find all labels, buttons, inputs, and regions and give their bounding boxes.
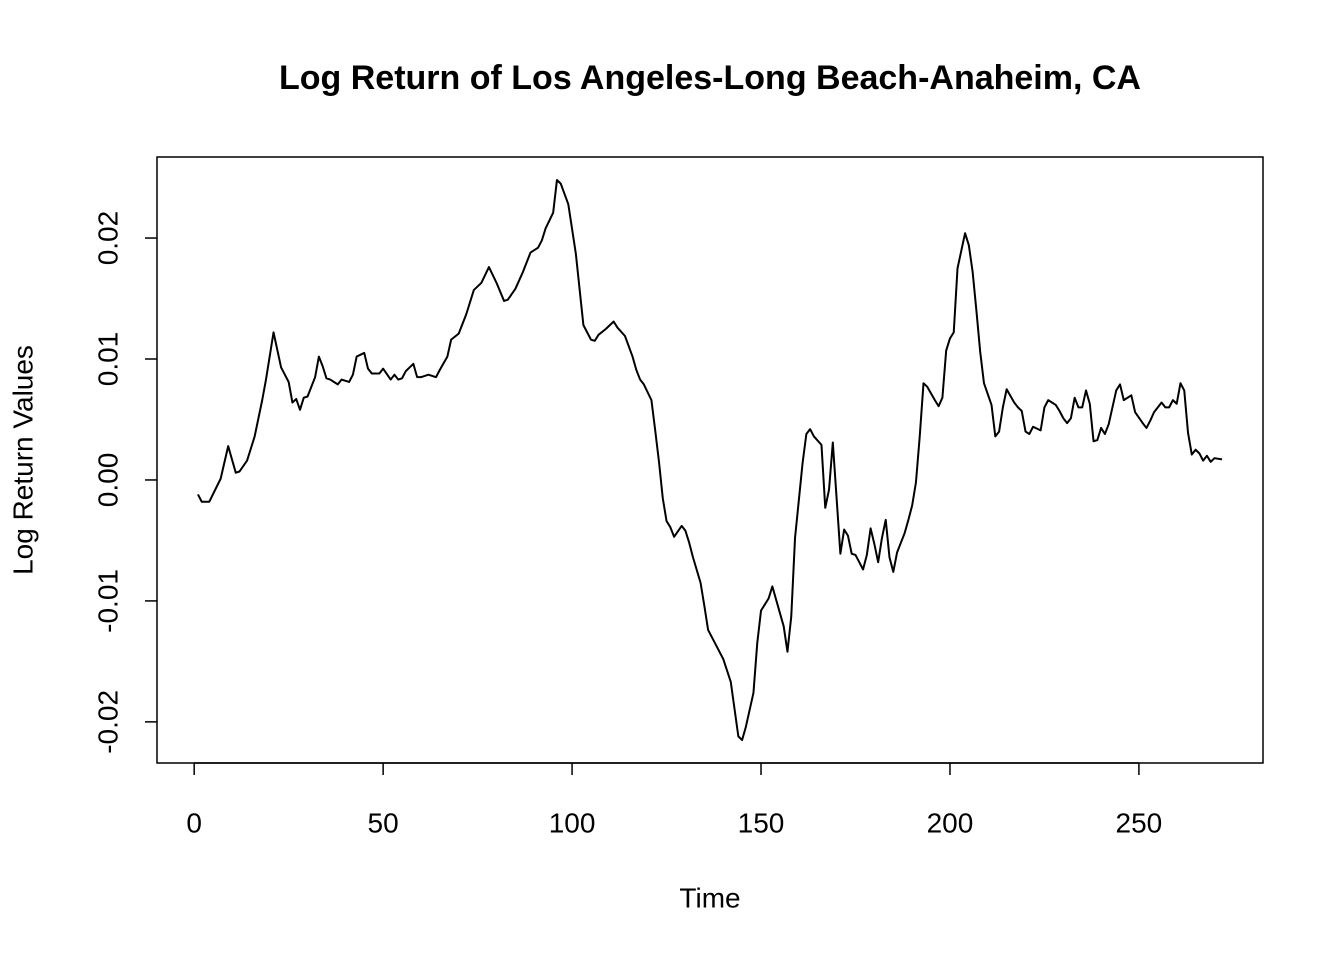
y-tick-label: -0.01 bbox=[92, 569, 123, 633]
x-tick-label: 100 bbox=[549, 807, 596, 838]
y-axis-label: Log Return Values bbox=[7, 345, 38, 575]
x-tick-label: 0 bbox=[186, 807, 202, 838]
y-tick-label: 0.02 bbox=[92, 211, 123, 266]
x-axis-label: Time bbox=[679, 882, 740, 913]
x-tick-label: 250 bbox=[1116, 807, 1163, 838]
y-tick-label: -0.02 bbox=[92, 690, 123, 754]
x-tick-label: 50 bbox=[368, 807, 399, 838]
x-tick-label: 150 bbox=[738, 807, 785, 838]
data-line bbox=[197, 178, 1223, 742]
y-tick-label: 0.00 bbox=[92, 453, 123, 508]
x-tick-label: 200 bbox=[927, 807, 974, 838]
chart-title: Log Return of Los Angeles-Long Beach-Ana… bbox=[279, 59, 1141, 97]
y-tick-label: 0.01 bbox=[92, 332, 123, 387]
